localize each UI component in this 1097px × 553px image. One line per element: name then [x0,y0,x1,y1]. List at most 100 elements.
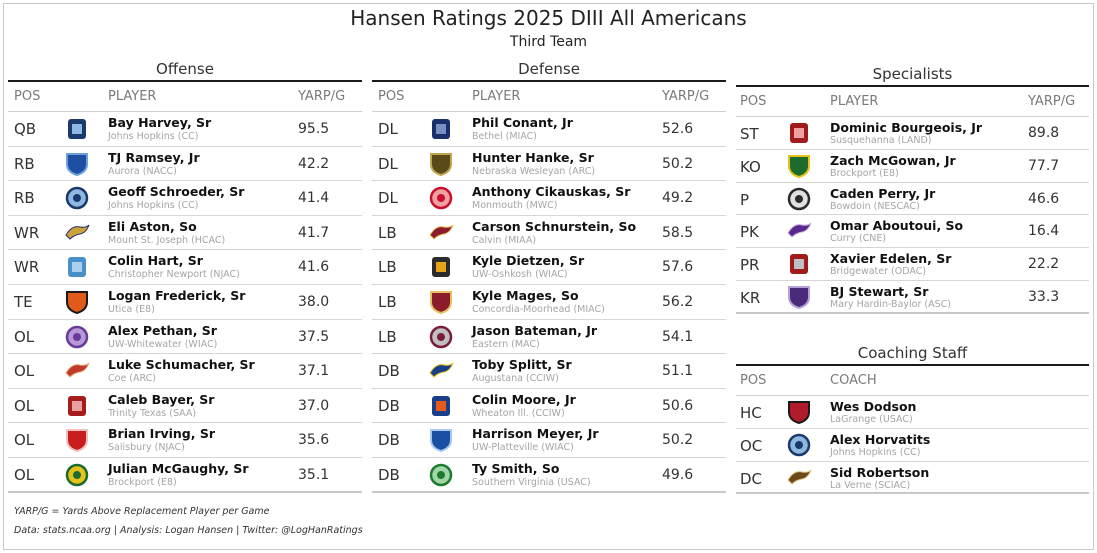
specialists-header-pos: POS [740,94,767,109]
specialists-header-player: PLAYER [830,94,879,109]
coaching-rule [736,364,1089,366]
position-label: DL [378,154,398,173]
position-label: ST [740,125,759,143]
yarp-value: 41.6 [298,259,330,276]
defense-header: POS PLAYER YARP/G [372,82,726,112]
footer-credits: Data: stats.ncaa.org | Analysis: Logan H… [14,525,363,536]
offense-row: RB TJ Ramsey, Jr Aurora (NACC) 42.2 [8,147,362,182]
school-label: Curry (CNE) [830,233,887,245]
position-label: OL [14,396,35,415]
specialists-row: ST Dominic Bourgeois, Jr Susquehanna (LAND… [736,117,1089,150]
player-name: Omar Aboutoui, So [830,218,964,234]
defense-header-player: PLAYER [472,89,521,104]
school-label: Concordia-Moorhead (MIAC) [472,303,605,315]
eastern-logo [428,325,454,349]
defense-rule [372,80,726,82]
school-label: Mary Hardin-Baylor (ASC) [830,298,951,310]
offense-row: OL Caleb Bayer, Sr Trinity Texas (SAA) 37.0 [8,389,362,424]
aurora-logo [64,152,90,176]
school-label: Susquehanna (LAND) [830,135,932,146]
brockport-logo [786,154,812,178]
offense-row: OL Luke Schumacher, Sr Coe (ARC) 37.1 [8,354,362,389]
specialists-header: POS PLAYER YARP/G [736,87,1089,117]
position-label: DL [378,120,398,138]
chart-subtitle: Third Team [509,34,588,50]
wheaton-logo [428,394,454,418]
uw-whitewater-logo [64,325,90,349]
position-label: WR [14,223,40,242]
yarp-value: 49.2 [662,190,694,207]
position-label: QB [14,120,37,138]
position-label: OC [740,436,763,455]
defense-row: DB Toby Splitt, Sr Augustana (CCIW) 51.1 [372,354,726,389]
player-name: Eli Aston, So [108,218,197,234]
player-name: Phil Conant, Jr [472,115,573,130]
position-label: KO [740,157,761,176]
offense-row: QB Bay Harvey, Sr Johns Hopkins (CC) 95.5 [8,112,362,147]
offense-title: Offense [156,60,214,78]
school-label: UW-Oshkosh (WIAC) [472,269,568,281]
yarp-value: 16.4 [1028,223,1060,240]
defense-row: DL Phil Conant, Jr Bethel (MIAC) 52.6 [372,112,726,147]
player-name: BJ Stewart, Sr [830,283,929,299]
school-label: Nebraska Wesleyan (ARC) [472,165,596,177]
coach-name: Sid Robertson [830,464,930,480]
defense-title: Defense [518,60,580,78]
position-label: OL [14,431,35,450]
defense-row: DB Ty Smith, So Southern Virginia (USAC) 49… [372,458,726,493]
yarp-value: 89.8 [1028,125,1060,141]
specialists-row: PK Omar Aboutoui, So Curry (CNE) 16.4 [736,215,1089,249]
offense-rule [8,80,362,82]
yarp-value: 51.1 [662,363,694,380]
player-name: Toby Splitt, Sr [472,357,572,373]
coach-name: Wes Dodson [830,399,917,414]
coaching-header: POS COACH [736,366,1089,396]
trinity-texas-logo [64,394,90,418]
defense-row: LB Carson Schnurstein, So Calvin (MIAA) 58.… [372,216,726,251]
yarp-value: 50.2 [662,155,694,172]
player-name: Anthony Cikauskas, Sr [472,184,631,200]
johns-hopkins-logo [64,117,90,141]
specialists-title: Specialists [872,65,953,83]
offense-row: WR Eli Aston, So Mount St. Joseph (HCAC) 41… [8,216,362,251]
school-label: Eastern (MAC) [472,338,540,350]
position-label: LB [378,292,397,311]
position-label: DB [378,465,400,484]
offense-row: OL Brian Irving, Sr Salisbury (NJAC) 35.6 [8,423,362,458]
player-name: Caleb Bayer, Sr [108,391,215,407]
school-label: Trinity Texas (SAA) [108,407,197,419]
school-label: Coe (ARC) [108,373,156,385]
school-label: Johns Hopkins (CC) [830,446,921,458]
position-label: DL [378,189,398,208]
yarp-value: 33.3 [1028,288,1060,305]
yarp-value: 50.6 [662,397,694,414]
player-name: Kyle Dietzen, Sr [472,253,585,269]
coaching-title: Coaching Staff [857,344,968,362]
bethel-logo [428,117,454,141]
specialists-rule [736,85,1089,87]
southern-virginia-logo [428,463,454,487]
player-name: Bay Harvey, Sr [108,115,212,130]
yarp-value: 58.5 [662,224,694,241]
position-label: HC [740,404,762,422]
offense-header-pos: POS [14,89,41,104]
school-label: Salisbury (NJAC) [108,442,185,454]
defense-row: DL Anthony Cikauskas, Sr Monmouth (MWC) 49.… [372,181,726,216]
yarp-value: 37.5 [298,328,330,345]
position-label: OL [14,465,35,484]
player-name: Luke Schumacher, Sr [108,357,255,373]
offense-header-yarp: YARP/G [298,89,346,104]
mary-hardin-baylor-logo [786,285,812,310]
utica-logo [64,290,90,315]
coaching-panel: Coaching Staff POS COACH HC Wes Dodson LaG… [736,342,1089,495]
school-label: Bridgewater (ODAC) [830,266,927,278]
player-name: Geoff Schroeder, Sr [108,184,245,200]
yarp-value: 77.7 [1028,157,1060,174]
school-label: Augustana (CCIW) [472,373,559,385]
coaching-row: DC Sid Robertson La Verne (SCIAC) [736,462,1089,495]
school-label: Aurora (NACC) [108,165,177,177]
player-name: Hunter Hanke, Sr [472,149,594,165]
calvin-logo [428,221,454,245]
defense-row: LB Jason Bateman, Jr Eastern (MAC) 54.1 [372,320,726,355]
offense-row: OL Alex Pethan, Sr UW-Whitewater (WIAC) 37.… [8,320,362,355]
